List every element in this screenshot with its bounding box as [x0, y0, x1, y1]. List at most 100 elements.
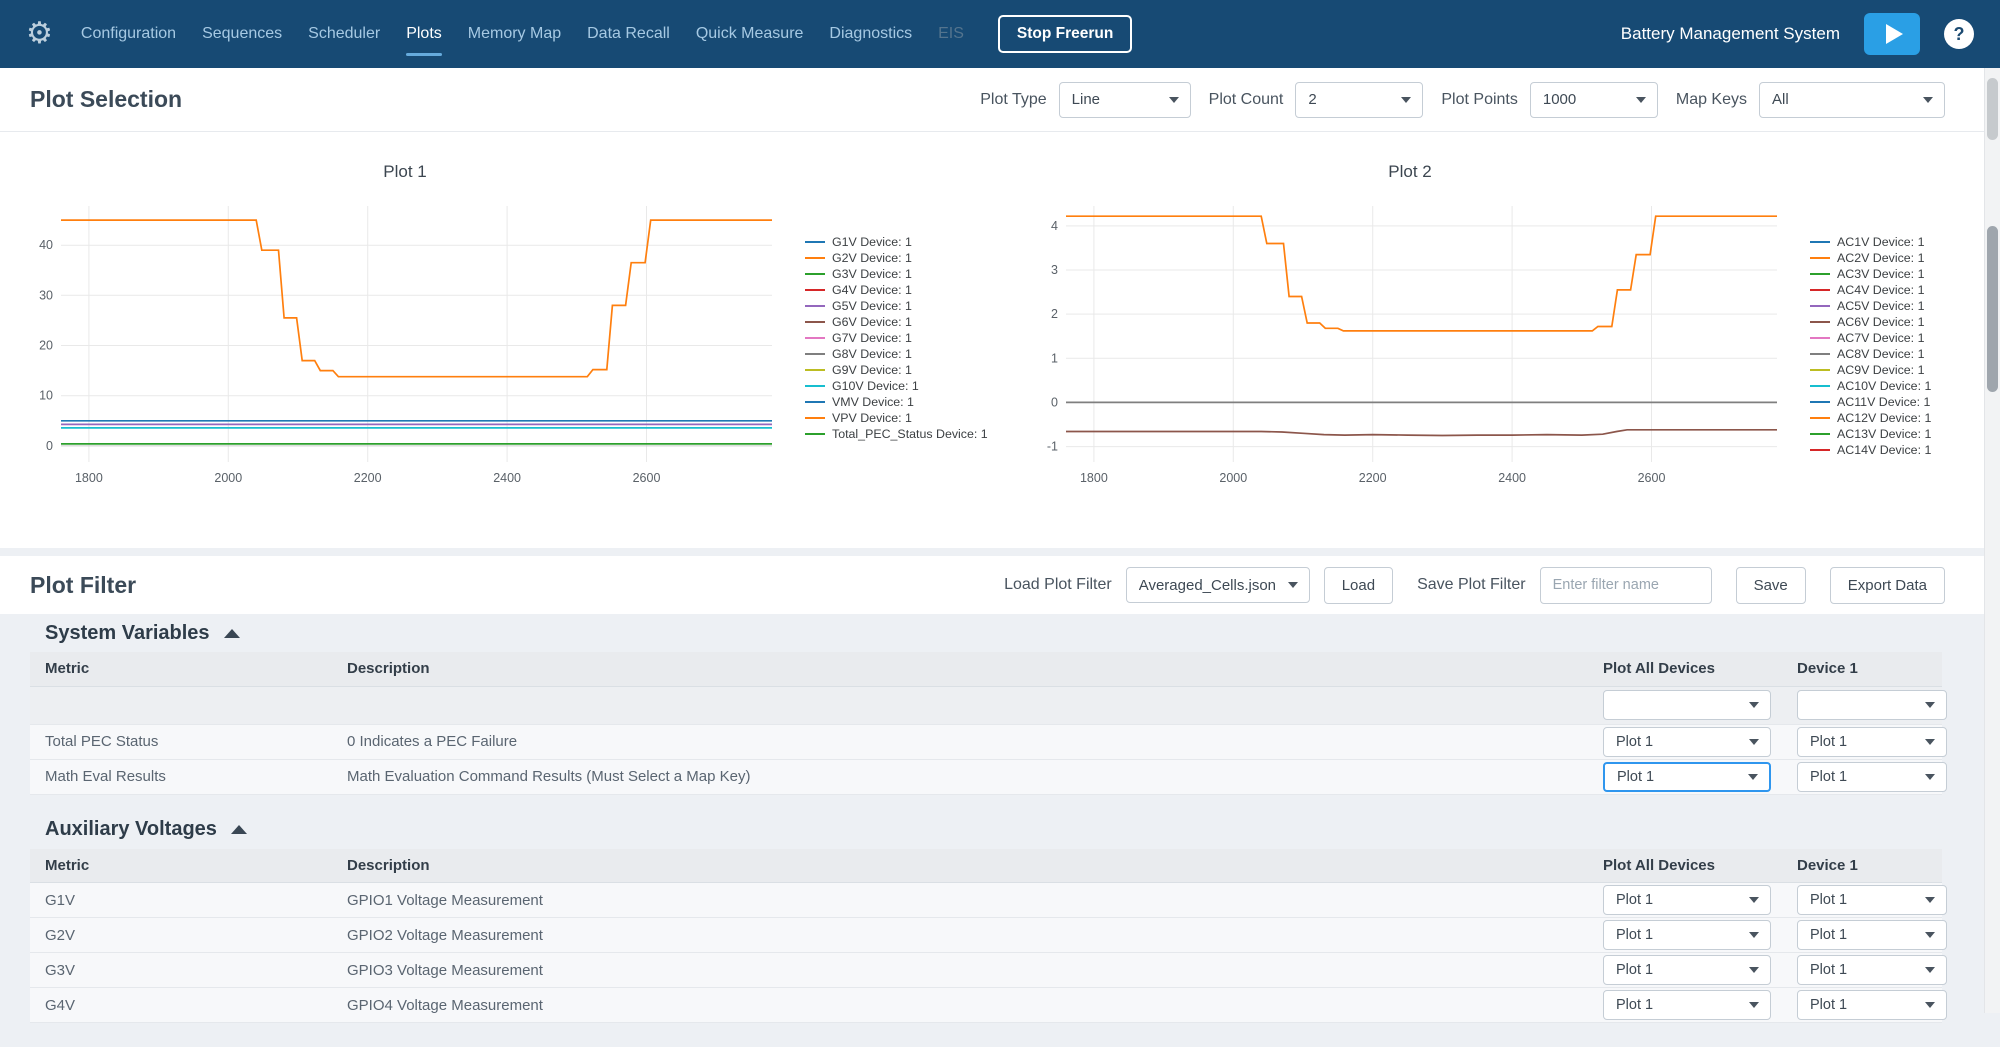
save-button[interactable]: Save: [1736, 567, 1806, 604]
help-button[interactable]: ?: [1944, 19, 1974, 49]
chevron-down-icon: [1748, 774, 1758, 780]
nav-item-memory-map[interactable]: Memory Map: [468, 25, 561, 43]
legend-item[interactable]: G9V Device: 1: [805, 362, 988, 378]
plot-all-devices-select[interactable]: Plot 1: [1603, 762, 1771, 792]
legend-item[interactable]: AC8V Device: 1: [1810, 346, 1931, 362]
device1-cell: Plot 1: [1782, 918, 1942, 953]
device1-select[interactable]: Plot 1: [1797, 920, 1947, 950]
nav-item-data-recall[interactable]: Data Recall: [587, 25, 670, 43]
legend-item[interactable]: G5V Device: 1: [805, 298, 988, 314]
legend-swatch: [805, 337, 825, 339]
plot-points-label: Plot Points: [1441, 91, 1517, 109]
settings-gear-icon[interactable]: ⚙: [26, 19, 53, 49]
load-filter-select[interactable]: Averaged_Cells.json: [1126, 567, 1310, 603]
nav-item-diagnostics[interactable]: Diagnostics: [829, 25, 912, 43]
line-chart-plot2[interactable]: 18002000220024002600-101234: [1020, 192, 1800, 497]
legend-item[interactable]: AC12V Device: 1: [1810, 410, 1931, 426]
plot-all-filter-select[interactable]: [1603, 690, 1771, 720]
legend-item[interactable]: AC13V Device: 1: [1810, 426, 1931, 442]
legend-item[interactable]: G2V Device: 1: [805, 250, 988, 266]
nav-item-configuration[interactable]: Configuration: [81, 25, 176, 43]
collapse-arrow-icon[interactable]: [231, 825, 247, 834]
legend-item[interactable]: AC3V Device: 1: [1810, 266, 1931, 282]
chart-legend: AC1V Device: 1AC2V Device: 1AC3V Device:…: [1810, 234, 1931, 497]
plot-controls: Plot Type Line Plot Count 2 Plot Points …: [980, 82, 1945, 118]
legend-item[interactable]: AC11V Device: 1: [1810, 394, 1931, 410]
chart-title: Plot 2: [1020, 162, 1800, 182]
legend-item[interactable]: AC4V Device: 1: [1810, 282, 1931, 298]
plot-all-devices-select[interactable]: Plot 1: [1603, 955, 1771, 985]
plot-type-control: Plot Type Line: [980, 82, 1190, 118]
charts-scrollbar-thumb[interactable]: [1987, 226, 1998, 392]
nav-item-sequences[interactable]: Sequences: [202, 25, 282, 43]
stop-freerun-button[interactable]: Stop Freerun: [998, 15, 1132, 53]
legend-item[interactable]: G10V Device: 1: [805, 378, 988, 394]
legend-item[interactable]: Total_PEC_Status Device: 1: [805, 426, 988, 442]
plot-type-select[interactable]: Line: [1059, 82, 1191, 118]
legend-swatch: [805, 273, 825, 275]
plot-all-devices-select[interactable]: Plot 1: [1603, 727, 1771, 757]
load-button[interactable]: Load: [1324, 567, 1393, 604]
svg-text:30: 30: [39, 288, 53, 302]
page-scrollbar[interactable]: [1984, 68, 2000, 1013]
legend-label: AC9V Device: 1: [1837, 363, 1924, 377]
scrollbar-thumb[interactable]: [1987, 78, 1998, 140]
device1-select[interactable]: Plot 1: [1797, 727, 1947, 757]
legend-item[interactable]: AC1V Device: 1: [1810, 234, 1931, 250]
legend-item[interactable]: AC7V Device: 1: [1810, 330, 1931, 346]
plot-count-select[interactable]: 2: [1295, 82, 1423, 118]
legend-item[interactable]: VPV Device: 1: [805, 410, 988, 426]
nav-item-scheduler[interactable]: Scheduler: [308, 25, 380, 43]
plot-all-devices-select[interactable]: Plot 1: [1603, 920, 1771, 950]
legend-item[interactable]: AC10V Device: 1: [1810, 378, 1931, 394]
filter-name-input[interactable]: [1540, 567, 1712, 604]
svg-text:1800: 1800: [1080, 471, 1108, 485]
device1-select[interactable]: Plot 1: [1797, 762, 1947, 792]
line-chart-plot1[interactable]: 18002000220024002600010203040: [15, 192, 795, 497]
top-nav: ⚙ Configuration Sequences Scheduler Plots Me…: [0, 0, 2000, 68]
map-keys-select[interactable]: All: [1759, 82, 1945, 118]
svg-text:2400: 2400: [493, 471, 521, 485]
load-filter-value: Averaged_Cells.json: [1139, 577, 1276, 594]
plot-type-label: Plot Type: [980, 91, 1046, 109]
map-keys-control: Map Keys All: [1676, 82, 1945, 118]
device1-select[interactable]: Plot 1: [1797, 955, 1947, 985]
svg-text:2600: 2600: [1638, 471, 1666, 485]
legend-item[interactable]: G1V Device: 1: [805, 234, 988, 250]
plot-all-devices-select[interactable]: Plot 1: [1603, 885, 1771, 915]
plot-filter-controls: Load Plot Filter Averaged_Cells.json Loa…: [1004, 567, 1945, 604]
plot-all-devices-select[interactable]: Plot 1: [1603, 990, 1771, 1020]
legend-item[interactable]: G6V Device: 1: [805, 314, 988, 330]
legend-item[interactable]: AC6V Device: 1: [1810, 314, 1931, 330]
svg-text:2000: 2000: [1219, 471, 1247, 485]
chevron-down-icon: [1749, 897, 1759, 903]
chevron-down-icon: [1925, 967, 1935, 973]
legend-item[interactable]: G7V Device: 1: [805, 330, 988, 346]
legend-item[interactable]: G3V Device: 1: [805, 266, 988, 282]
svg-text:2200: 2200: [1359, 471, 1387, 485]
legend-swatch: [805, 321, 825, 323]
device1-select[interactable]: Plot 1: [1797, 990, 1947, 1020]
legend-swatch: [1810, 433, 1830, 435]
legend-item[interactable]: AC14V Device: 1: [1810, 442, 1931, 458]
legend-item[interactable]: AC5V Device: 1: [1810, 298, 1931, 314]
legend-item[interactable]: VMV Device: 1: [805, 394, 988, 410]
export-data-button[interactable]: Export Data: [1830, 567, 1945, 604]
device1-filter-select[interactable]: [1797, 690, 1947, 720]
nav-item-eis[interactable]: EIS: [938, 25, 964, 43]
nav-item-plots[interactable]: Plots: [406, 25, 442, 43]
nav-right-group: Battery Management System ?: [1621, 13, 1974, 55]
plot-all-filter-cell: [1588, 686, 1782, 724]
plot-points-select[interactable]: 1000: [1530, 82, 1658, 118]
nav-item-quick-measure[interactable]: Quick Measure: [696, 25, 804, 43]
legend-item[interactable]: AC2V Device: 1: [1810, 250, 1931, 266]
device1-select[interactable]: Plot 1: [1797, 885, 1947, 915]
legend-item[interactable]: G4V Device: 1: [805, 282, 988, 298]
play-button[interactable]: [1864, 13, 1920, 55]
legend-label: AC3V Device: 1: [1837, 267, 1924, 281]
legend-item[interactable]: AC9V Device: 1: [1810, 362, 1931, 378]
collapse-arrow-icon[interactable]: [224, 629, 240, 638]
legend-item[interactable]: G8V Device: 1: [805, 346, 988, 362]
chevron-down-icon: [1401, 97, 1411, 103]
description-cell: GPIO3 Voltage Measurement: [332, 953, 1588, 988]
